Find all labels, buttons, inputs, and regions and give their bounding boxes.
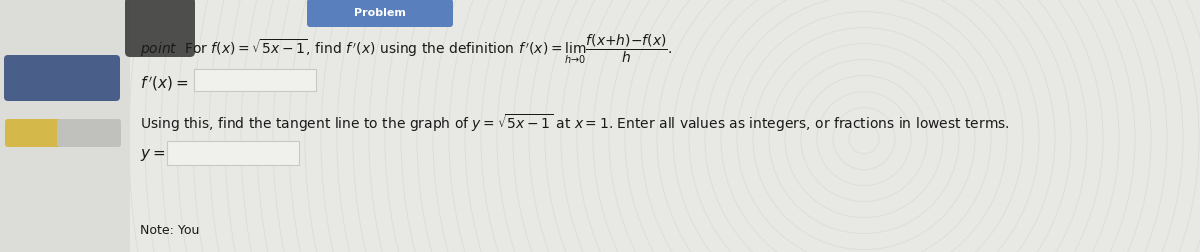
FancyBboxPatch shape: [0, 0, 130, 252]
FancyBboxPatch shape: [58, 119, 121, 147]
FancyBboxPatch shape: [307, 0, 454, 27]
FancyBboxPatch shape: [194, 69, 316, 91]
Text: Note: You: Note: You: [140, 224, 199, 237]
Text: Using this, find the tangent line to the graph of $y = \sqrt{5x-1}$ at $x = 1$. : Using this, find the tangent line to the…: [140, 112, 1009, 134]
Text: $y =$: $y =$: [140, 147, 166, 163]
Text: $f\,'(x) =$: $f\,'(x) =$: [140, 74, 188, 92]
FancyBboxPatch shape: [4, 55, 120, 101]
Text: $\mathit{point}$  For $f(x) = \sqrt{5x-1}$, find $f\,'(x)$ using the definition : $\mathit{point}$ For $f(x) = \sqrt{5x-1}…: [140, 32, 672, 66]
FancyBboxPatch shape: [167, 141, 299, 165]
Text: Problem: Problem: [354, 8, 406, 18]
FancyBboxPatch shape: [5, 119, 61, 147]
FancyBboxPatch shape: [125, 0, 194, 57]
